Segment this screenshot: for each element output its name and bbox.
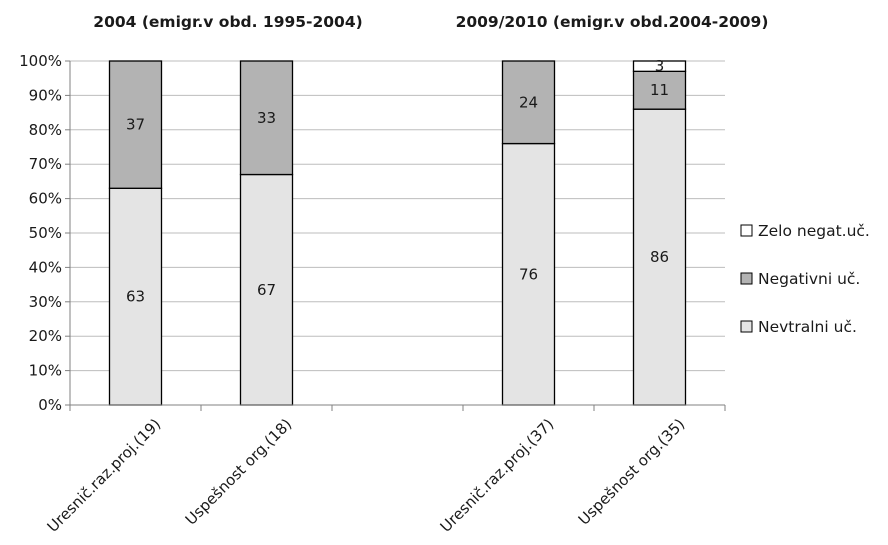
y-tick-label: 50% — [29, 224, 62, 242]
bar-segment — [632, 60, 687, 72]
bar-segment — [632, 70, 687, 110]
y-axis-ticks: 0% 10% 20% 30% 40% 50% 60% 70% 80% 90% 100% — [19, 52, 62, 414]
y-tick-label: 80% — [29, 121, 62, 139]
y-tick-label: 40% — [29, 258, 62, 276]
axes — [65, 60, 726, 411]
legend-label: Zelo negat.uč. — [758, 222, 870, 240]
data-label: 76 — [519, 265, 538, 283]
chart-title-2004: 2004 (emigr.v obd. 1995-2004) — [93, 13, 362, 31]
bar-segment — [239, 60, 294, 176]
y-tick-label: 10% — [29, 362, 62, 380]
y-tick-label: 20% — [29, 327, 62, 345]
category-label: Uresnič.raz.proj.(19) — [44, 415, 165, 536]
data-label: 24 — [519, 93, 538, 111]
category-label: Uresnič.raz.proj.(37) — [437, 415, 558, 536]
bars: 63 37 67 33 76 24 86 11 3 — [108, 57, 687, 406]
data-label: 37 — [126, 116, 145, 134]
bar-segment — [501, 60, 556, 145]
data-label: 86 — [650, 248, 669, 266]
y-tick-label: 0% — [38, 396, 62, 414]
category-label: Uspešnost org.(18) — [182, 415, 296, 529]
legend-swatch — [740, 224, 753, 237]
legend: Zelo negat.uč. Negativni uč. Nevtralni uč. — [740, 222, 870, 336]
bar-segment — [501, 142, 556, 406]
data-label: 67 — [257, 281, 276, 299]
grid-lines — [70, 60, 725, 372]
legend-swatch — [740, 272, 753, 285]
legend-label: Nevtralni uč. — [758, 318, 857, 336]
chart-title-2009-2010: 2009/2010 (emigr.v obd.2004-2009) — [456, 13, 769, 31]
data-label: 33 — [257, 109, 276, 127]
y-tick-label: 70% — [29, 155, 62, 173]
legend-swatch — [740, 320, 753, 333]
y-tick-label: 90% — [29, 86, 62, 104]
category-label: Uspešnost org.(35) — [575, 415, 689, 529]
data-label: 11 — [650, 81, 669, 99]
category-labels: Uresnič.raz.proj.(19) Uspešnost org.(18) U… — [44, 415, 689, 536]
y-tick-label: 30% — [29, 293, 62, 311]
data-label: 3 — [655, 57, 665, 75]
y-tick-label: 60% — [29, 190, 62, 208]
bar-segment — [108, 60, 163, 189]
bar-segment — [632, 108, 687, 406]
legend-label: Negativni uč. — [758, 270, 860, 288]
y-tick-label: 100% — [19, 52, 62, 70]
data-label: 63 — [126, 288, 145, 306]
